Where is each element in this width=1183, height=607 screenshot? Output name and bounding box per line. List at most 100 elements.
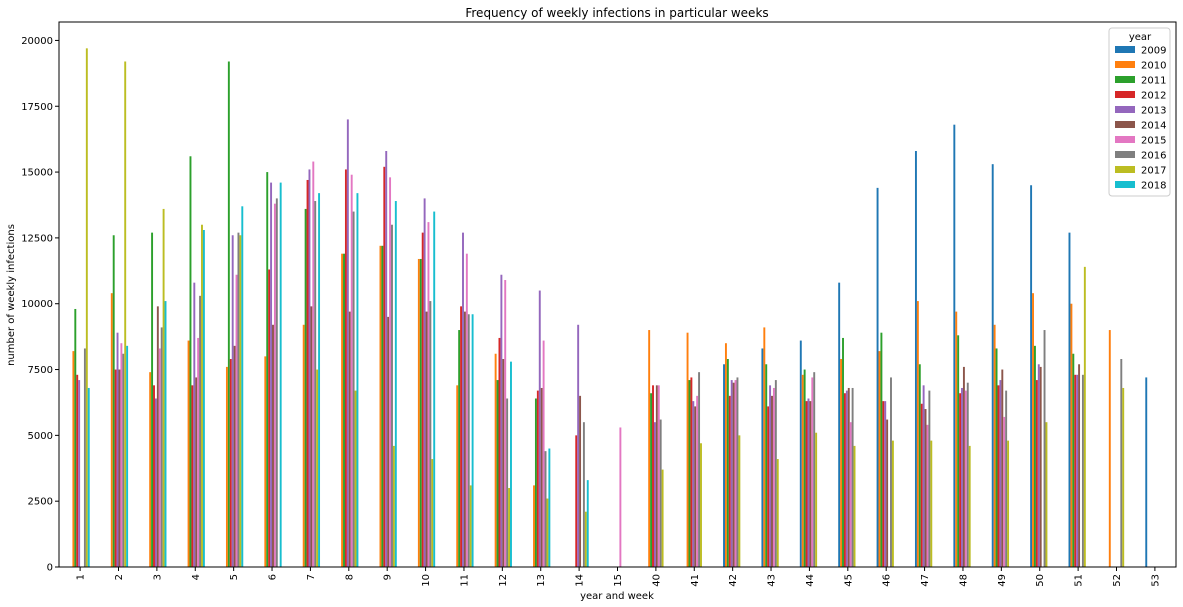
x-tick-label: 7 xyxy=(306,574,317,580)
x-tick-label: 51 xyxy=(1074,574,1085,587)
x-tick-label: 5 xyxy=(229,574,240,580)
bar-2010-week-12 xyxy=(494,353,497,567)
bar-2017-week-14 xyxy=(584,511,587,567)
legend-label-2011: 2011 xyxy=(1141,76,1166,87)
bar-2017-week-43 xyxy=(776,459,779,567)
bar-2011-week-7 xyxy=(304,208,307,567)
bar-2017-week-5 xyxy=(239,235,242,567)
bar-2016-week-45 xyxy=(851,387,854,567)
bar-2015-week-40 xyxy=(657,385,660,567)
y-tick-label: 2500 xyxy=(28,497,53,508)
bar-2015-week-5 xyxy=(235,274,238,567)
bar-2009-week-50 xyxy=(1030,185,1033,568)
bar-2018-week-3 xyxy=(164,301,167,567)
bar-2016-week-13 xyxy=(544,451,547,567)
bar-2017-week-1 xyxy=(85,48,88,567)
legend: year 2009 2010 2011 2012 2013 2014 2015 2016 201… xyxy=(1108,27,1171,197)
bar-2010-week-48 xyxy=(955,311,958,567)
bar-2013-week-40 xyxy=(653,422,656,567)
bar-2015-week-43 xyxy=(772,387,775,567)
bar-2017-week-13 xyxy=(546,498,549,567)
bar-2017-week-7 xyxy=(316,369,319,567)
bar-2011-week-40 xyxy=(650,393,653,567)
bar-2016-week-10 xyxy=(429,301,432,567)
bar-2010-week-3 xyxy=(149,372,152,567)
legend-swatch-2011 xyxy=(1115,76,1135,83)
bar-2010-week-40 xyxy=(648,330,651,567)
bar-2012-week-5 xyxy=(229,359,232,567)
bar-2011-week-48 xyxy=(957,335,960,567)
bar-2017-week-51 xyxy=(1083,266,1086,567)
plot-frame xyxy=(58,21,1177,568)
bar-2011-week-11 xyxy=(458,330,461,567)
y-tick-label: 12500 xyxy=(21,233,53,244)
bar-2018-week-14 xyxy=(586,480,589,567)
bar-2009-week-47 xyxy=(914,151,917,567)
bar-2017-week-47 xyxy=(930,440,933,567)
bar-2017-week-50 xyxy=(1045,422,1048,567)
bar-2016-week-41 xyxy=(698,372,701,567)
bar-2018-week-2 xyxy=(126,345,129,567)
bar-2012-week-47 xyxy=(920,403,923,567)
x-tick-label: 12 xyxy=(498,574,509,587)
bar-2011-week-47 xyxy=(918,364,921,567)
bar-2014-week-50 xyxy=(1039,366,1042,567)
bar-2013-week-10 xyxy=(423,198,426,567)
bar-2016-week-48 xyxy=(966,382,969,567)
bar-2013-week-2 xyxy=(116,332,119,567)
bar-2014-week-43 xyxy=(771,395,773,567)
x-tick-label: 15 xyxy=(613,574,624,587)
bar-2012-week-3 xyxy=(153,385,155,567)
x-tick-label: 6 xyxy=(268,574,279,580)
bar-2018-week-6 xyxy=(279,182,282,567)
bar-2016-week-8 xyxy=(352,211,355,567)
bar-2017-week-8 xyxy=(354,390,357,567)
x-tick-label: 9 xyxy=(383,574,394,580)
bar-2009-week-46 xyxy=(876,187,879,567)
bar-2015-week-2 xyxy=(120,343,123,567)
bar-2013-week-44 xyxy=(807,398,810,567)
bar-2015-week-48 xyxy=(964,390,967,567)
x-tick-label: 47 xyxy=(920,574,931,587)
bar-2013-week-48 xyxy=(961,387,963,567)
bar-2010-week-10 xyxy=(417,258,420,567)
bar-2013-week-14 xyxy=(577,324,580,567)
bar-2015-week-44 xyxy=(811,377,814,567)
bar-2011-week-4 xyxy=(189,156,192,567)
bar-2015-week-8 xyxy=(350,174,353,567)
bar-2014-week-14 xyxy=(579,395,582,567)
bar-2016-week-14 xyxy=(582,422,585,567)
bar-2016-week-46 xyxy=(890,377,892,567)
bar-2018-week-5 xyxy=(241,206,244,568)
bar-2016-week-47 xyxy=(928,390,931,567)
bar-2010-week-46 xyxy=(878,351,881,567)
x-tick-label: 41 xyxy=(690,574,701,587)
bar-2011-week-13 xyxy=(534,398,537,567)
bar-2009-week-44 xyxy=(799,340,802,567)
bar-2014-week-40 xyxy=(655,385,658,567)
bar-2018-week-13 xyxy=(548,448,551,567)
x-tick-label: 49 xyxy=(997,574,1008,587)
y-tick-label: 0 xyxy=(47,563,53,574)
bar-2009-week-51 xyxy=(1068,232,1071,567)
bar-2016-week-7 xyxy=(314,201,317,567)
y-tick-label: 17500 xyxy=(21,102,53,113)
bar-2012-week-13 xyxy=(536,390,539,567)
bar-2013-week-42 xyxy=(730,380,733,567)
legend-title: year xyxy=(1129,32,1152,43)
bar-2015-week-15 xyxy=(619,427,622,567)
bar-2013-week-49 xyxy=(999,380,1002,567)
bar-2014-week-7 xyxy=(310,306,313,567)
y-axis: 0 2500 5000 7500 10000 12500 15000 17500 20000 xyxy=(21,36,59,574)
bar-2010-week-8 xyxy=(341,253,344,567)
bar-2010-week-49 xyxy=(993,324,996,567)
bar-2009-week-53 xyxy=(1145,377,1148,567)
legend-swatch-2015 xyxy=(1115,136,1135,143)
bar-2016-week-52 xyxy=(1120,359,1123,567)
bar-2015-week-10 xyxy=(427,222,430,567)
bar-2014-week-10 xyxy=(425,311,428,567)
bar-2017-week-45 xyxy=(853,445,856,567)
bar-2016-week-11 xyxy=(467,314,470,567)
bar-2016-week-5 xyxy=(237,232,240,567)
bar-2012-week-51 xyxy=(1074,374,1077,567)
